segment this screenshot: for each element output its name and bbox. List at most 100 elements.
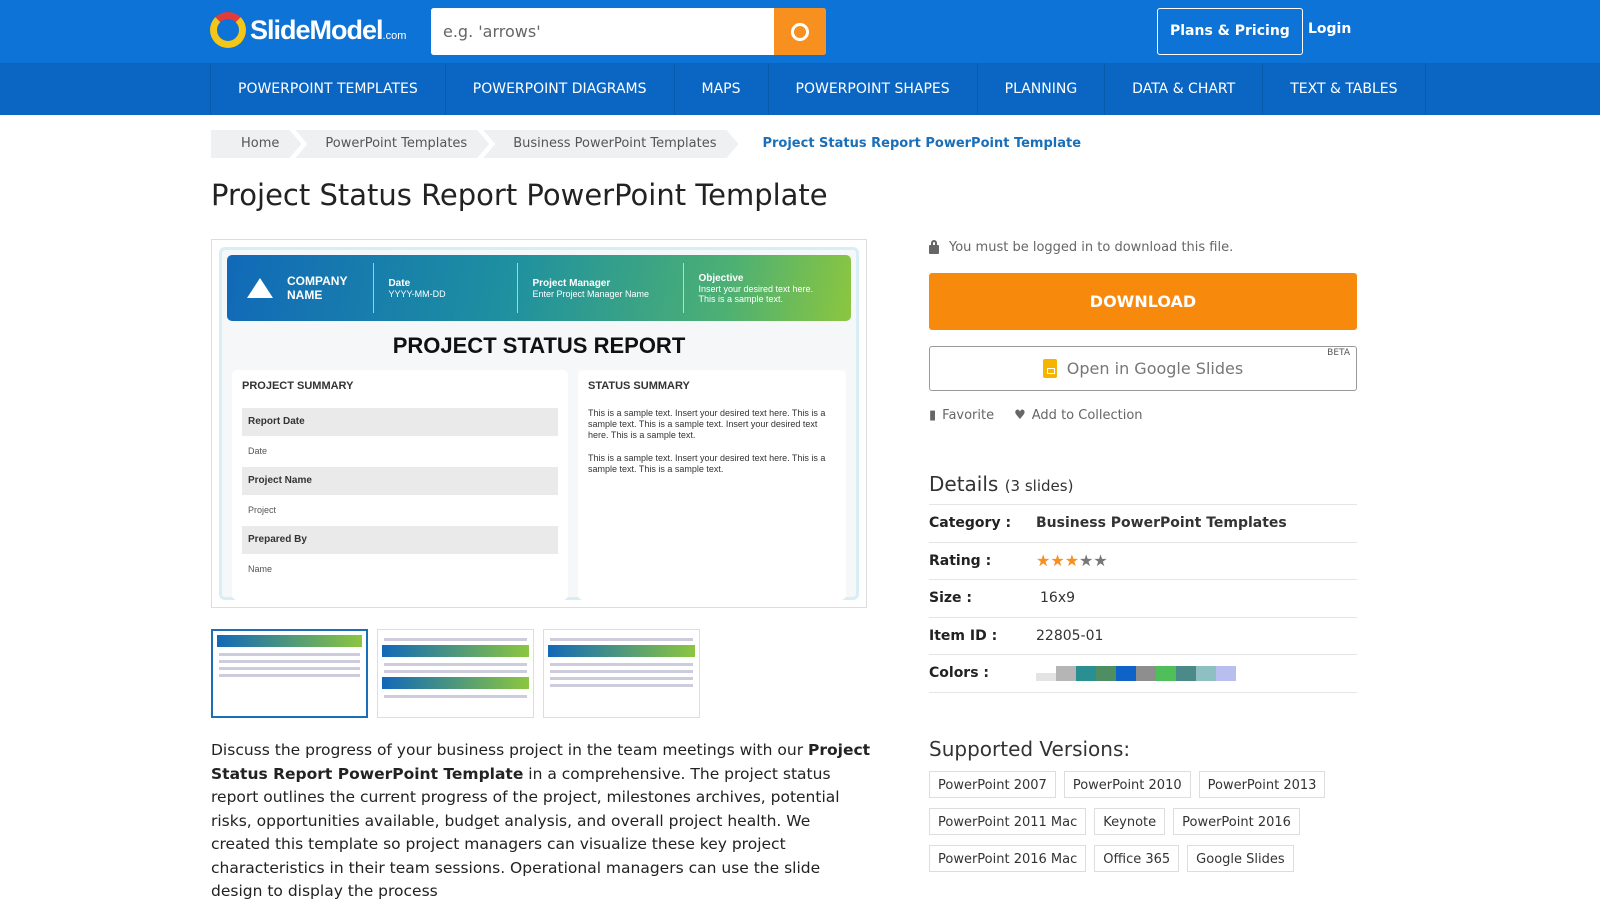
star-icon: ★ [1093, 551, 1108, 571]
thumbnail-3[interactable] [543, 629, 700, 718]
version-tag[interactable]: PowerPoint 2007 [929, 771, 1056, 798]
objective-value: Insert your desired text here. This is a… [698, 283, 814, 304]
version-tags: PowerPoint 2007 PowerPoint 2010 PowerPoint… [929, 771, 1329, 872]
status-text-1: This is a sample text. Insert your desir… [588, 408, 826, 440]
color-swatch [1076, 665, 1096, 681]
breadcrumb-home[interactable]: Home [211, 130, 301, 158]
category-link[interactable]: Business PowerPoint Templates [1036, 515, 1287, 532]
logo[interactable]: SlideModel.com [210, 12, 406, 48]
slide-preview[interactable]: COMPANY NAME Date YYYY-MM-DD Project Manag… [211, 239, 867, 608]
search-button[interactable] [774, 8, 826, 55]
version-tag[interactable]: PowerPoint 2013 [1198, 771, 1326, 798]
objective-label: Objective [698, 272, 744, 284]
color-swatch [1056, 665, 1076, 681]
login-notice-text: You must be logged in to download this f… [949, 240, 1234, 255]
detail-row-item-id: Item ID : 22805-01 [929, 618, 1357, 655]
detail-row-category: Category : Business PowerPoint Templates [929, 505, 1357, 543]
logo-suffix: .com [382, 29, 407, 42]
summary-row-value: Project [248, 505, 277, 515]
login-link[interactable]: Login [1308, 21, 1352, 37]
breadcrumb-powerpoint-templates[interactable]: PowerPoint Templates [295, 130, 489, 158]
summary-row-label: Prepared By [242, 526, 558, 554]
slide-image: COMPANY NAME Date YYYY-MM-DD Project Manag… [219, 247, 859, 600]
search-icon [791, 22, 809, 41]
nav-planning[interactable]: PLANNING [976, 63, 1105, 115]
logo-text: SlideModel [250, 14, 384, 45]
summary-row-value: Name [248, 564, 273, 574]
nav-maps[interactable]: MAPS [673, 63, 768, 115]
slide-heading: PROJECT STATUS REPORT [392, 333, 686, 358]
thumbnail-1[interactable] [211, 629, 368, 718]
nav-powerpoint-templates[interactable]: POWERPOINT TEMPLATES [210, 63, 445, 115]
lock-icon [929, 239, 939, 254]
breadcrumb-current: Project Status Report PowerPoint Templat… [762, 136, 1082, 151]
page-title: Project Status Report PowerPoint Templat… [211, 178, 828, 212]
company-name: COMPANY [287, 274, 348, 288]
description-text-2: in a comprehensive. The project status r… [211, 764, 840, 901]
versions-title: Supported Versions: [929, 737, 1131, 761]
status-title: STATUS SUMMARY [588, 380, 690, 392]
download-button[interactable]: DOWNLOAD [929, 273, 1357, 330]
favorite-link[interactable]: ▮ Favorite [929, 408, 994, 423]
color-swatch [1116, 665, 1136, 681]
rating-label: Rating : [929, 552, 992, 569]
project-summary-panel: PROJECT SUMMARY Report Date Date Project … [232, 370, 568, 600]
detail-row-rating: Rating : ★★★★★ [929, 543, 1357, 580]
category-label: Category : [929, 515, 1012, 532]
version-tag[interactable]: PowerPoint 2011 Mac [929, 808, 1087, 835]
details-section: Details (3 slides) Category : Business Po… [929, 472, 1357, 693]
bookmark-icon: ▮ [929, 408, 937, 423]
colors-label: Colors : [929, 665, 990, 682]
summary-row-label: Project Name [242, 467, 558, 495]
nav-text-tables[interactable]: TEXT & TABLES [1262, 63, 1426, 115]
version-tag[interactable]: PowerPoint 2016 Mac [929, 845, 1087, 872]
size-label: Size : [929, 590, 972, 607]
search-box [431, 8, 826, 55]
thumbnail-strip [211, 629, 700, 718]
date-value: YYYY-MM-DD [388, 288, 446, 299]
color-swatch [1156, 665, 1176, 681]
version-tag[interactable]: Keynote [1094, 808, 1166, 835]
description-text: Discuss the progress of your business pr… [211, 741, 808, 759]
details-heading: Details [929, 472, 999, 496]
rating-stars: ★★★★★ [1036, 551, 1108, 570]
beta-badge: BETA [1327, 348, 1350, 358]
open-google-slides-button[interactable]: Open in Google Slides BETA [929, 346, 1357, 391]
nav-powerpoint-shapes[interactable]: POWERPOINT SHAPES [767, 63, 977, 115]
login-notice: You must be logged in to download this f… [929, 239, 1357, 255]
item-id-label: Item ID : [929, 627, 998, 644]
slide-count: (3 slides) [1004, 477, 1074, 495]
supported-versions: Supported Versions: PowerPoint 2007 Power… [929, 737, 1357, 872]
google-slides-label: Open in Google Slides [1066, 359, 1244, 378]
company-logo-icon [247, 278, 273, 298]
version-tag[interactable]: PowerPoint 2010 [1063, 771, 1191, 798]
nav-powerpoint-diagrams[interactable]: POWERPOINT DIAGRAMS [444, 63, 674, 115]
color-swatch [1176, 665, 1196, 681]
summary-title: PROJECT SUMMARY [242, 380, 354, 392]
star-icon: ★ [1036, 551, 1051, 571]
main-nav: POWERPOINT TEMPLATES POWERPOINT DIAGRAMS… [0, 63, 1600, 115]
star-icon: ★ [1079, 551, 1094, 571]
details-title: Details (3 slides) [929, 472, 1357, 505]
search-input[interactable] [431, 8, 774, 55]
summary-row-label: Report Date [242, 408, 558, 436]
star-icon: ★ [1050, 551, 1065, 571]
add-collection-label: Add to Collection [1031, 408, 1143, 423]
google-slides-icon [1042, 359, 1057, 378]
pm-value: Enter Project Manager Name [532, 288, 650, 299]
color-swatch [1136, 665, 1156, 681]
version-tag[interactable]: Google Slides [1187, 845, 1294, 872]
version-tag[interactable]: Office 365 [1094, 845, 1180, 872]
version-tag[interactable]: PowerPoint 2016 [1173, 808, 1300, 835]
plans-pricing-button[interactable]: Plans & Pricing [1157, 8, 1303, 55]
top-bar: SlideModel.com Plans & Pricing Login [0, 0, 1600, 63]
thumbnail-2[interactable] [377, 629, 534, 718]
pm-label: Project Manager [532, 277, 611, 289]
nav-data-chart[interactable]: DATA & CHART [1104, 63, 1262, 115]
add-to-collection-link[interactable]: ♥ Add to Collection [1014, 408, 1142, 423]
logo-icon [210, 12, 246, 48]
status-summary-panel: STATUS SUMMARY This is a sample text. In… [578, 370, 846, 600]
breadcrumb-business-templates[interactable]: Business PowerPoint Templates [483, 130, 738, 158]
star-icon: ★ [1064, 551, 1080, 571]
color-swatch [1036, 672, 1056, 681]
